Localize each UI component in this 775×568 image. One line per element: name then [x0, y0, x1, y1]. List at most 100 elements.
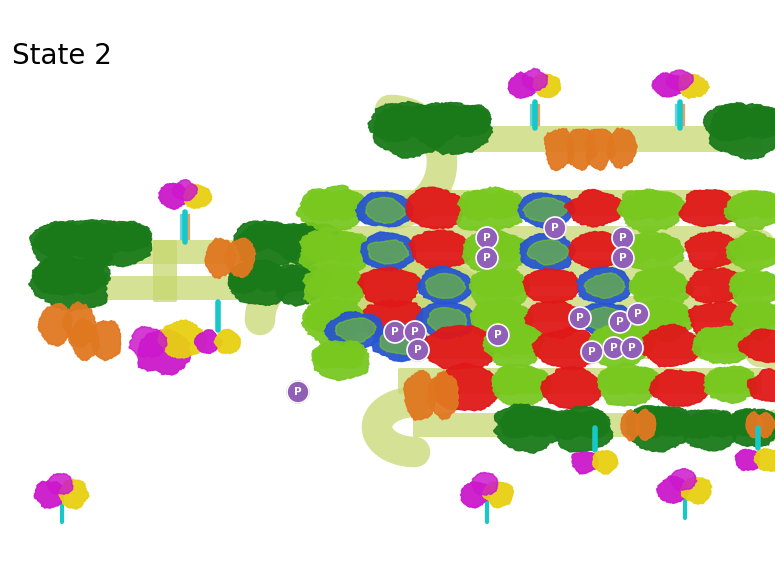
Circle shape: [487, 324, 509, 346]
Polygon shape: [631, 270, 668, 296]
Polygon shape: [656, 303, 691, 330]
Polygon shape: [593, 450, 618, 474]
Polygon shape: [304, 224, 340, 252]
Circle shape: [612, 247, 634, 269]
Polygon shape: [685, 231, 744, 270]
Polygon shape: [750, 272, 775, 296]
Polygon shape: [205, 238, 236, 278]
Circle shape: [581, 341, 603, 363]
Polygon shape: [137, 329, 191, 375]
Polygon shape: [333, 343, 364, 368]
Polygon shape: [725, 191, 775, 231]
Text: P: P: [294, 387, 301, 397]
Polygon shape: [279, 223, 339, 265]
Circle shape: [621, 337, 643, 359]
Polygon shape: [724, 370, 754, 392]
Polygon shape: [641, 324, 704, 367]
Polygon shape: [726, 408, 763, 436]
Polygon shape: [425, 273, 466, 298]
Polygon shape: [636, 409, 656, 440]
Circle shape: [476, 247, 498, 269]
Text: P: P: [494, 330, 502, 340]
Polygon shape: [300, 232, 343, 263]
Polygon shape: [567, 129, 597, 170]
Polygon shape: [470, 268, 530, 310]
Polygon shape: [646, 233, 680, 261]
Polygon shape: [624, 231, 684, 274]
Polygon shape: [748, 193, 775, 218]
Polygon shape: [686, 268, 743, 303]
Polygon shape: [357, 267, 421, 308]
Text: P: P: [588, 347, 596, 357]
Polygon shape: [525, 300, 583, 339]
Circle shape: [603, 337, 625, 359]
Polygon shape: [694, 328, 730, 353]
Polygon shape: [709, 103, 775, 159]
Polygon shape: [157, 320, 206, 358]
Polygon shape: [409, 230, 471, 270]
Polygon shape: [229, 260, 288, 306]
Polygon shape: [649, 370, 709, 406]
Text: P: P: [551, 223, 559, 233]
Polygon shape: [692, 326, 750, 364]
Polygon shape: [427, 371, 458, 420]
Polygon shape: [303, 270, 343, 299]
Polygon shape: [679, 74, 709, 98]
Polygon shape: [735, 449, 760, 470]
Polygon shape: [463, 232, 504, 262]
Polygon shape: [547, 410, 587, 440]
Polygon shape: [328, 304, 364, 331]
Polygon shape: [67, 222, 117, 258]
Text: P: P: [619, 253, 627, 263]
Polygon shape: [541, 366, 601, 409]
Polygon shape: [80, 222, 152, 267]
Polygon shape: [236, 220, 302, 268]
Polygon shape: [632, 298, 694, 342]
Polygon shape: [598, 363, 660, 406]
Polygon shape: [705, 367, 738, 393]
Polygon shape: [518, 193, 575, 228]
Polygon shape: [276, 223, 316, 254]
Polygon shape: [489, 233, 525, 261]
Polygon shape: [416, 102, 492, 154]
Polygon shape: [172, 179, 198, 201]
Polygon shape: [522, 69, 547, 91]
FancyBboxPatch shape: [308, 260, 762, 286]
Polygon shape: [460, 482, 491, 508]
Polygon shape: [580, 303, 636, 340]
Circle shape: [287, 381, 309, 403]
Polygon shape: [484, 327, 525, 356]
Text: P: P: [634, 309, 642, 319]
Polygon shape: [374, 102, 449, 158]
Polygon shape: [301, 300, 370, 346]
Polygon shape: [159, 183, 188, 210]
Polygon shape: [739, 329, 775, 362]
Polygon shape: [368, 104, 421, 142]
Polygon shape: [446, 105, 491, 136]
Polygon shape: [656, 476, 689, 503]
Polygon shape: [654, 407, 691, 436]
FancyBboxPatch shape: [153, 240, 177, 302]
Polygon shape: [33, 220, 115, 276]
FancyBboxPatch shape: [398, 368, 762, 394]
Polygon shape: [367, 240, 409, 264]
Polygon shape: [29, 222, 84, 258]
Polygon shape: [214, 329, 240, 354]
Polygon shape: [417, 266, 473, 304]
Polygon shape: [716, 329, 749, 353]
Polygon shape: [325, 312, 384, 348]
Polygon shape: [59, 479, 89, 509]
Text: P: P: [412, 327, 419, 337]
Polygon shape: [622, 367, 656, 394]
Polygon shape: [470, 270, 507, 296]
Circle shape: [544, 217, 566, 239]
Text: P: P: [610, 343, 618, 353]
Polygon shape: [593, 325, 631, 356]
Polygon shape: [615, 328, 649, 353]
Polygon shape: [703, 411, 739, 437]
Polygon shape: [485, 192, 521, 219]
Polygon shape: [527, 240, 569, 265]
Polygon shape: [296, 185, 369, 231]
Polygon shape: [458, 190, 499, 220]
Polygon shape: [372, 324, 428, 362]
